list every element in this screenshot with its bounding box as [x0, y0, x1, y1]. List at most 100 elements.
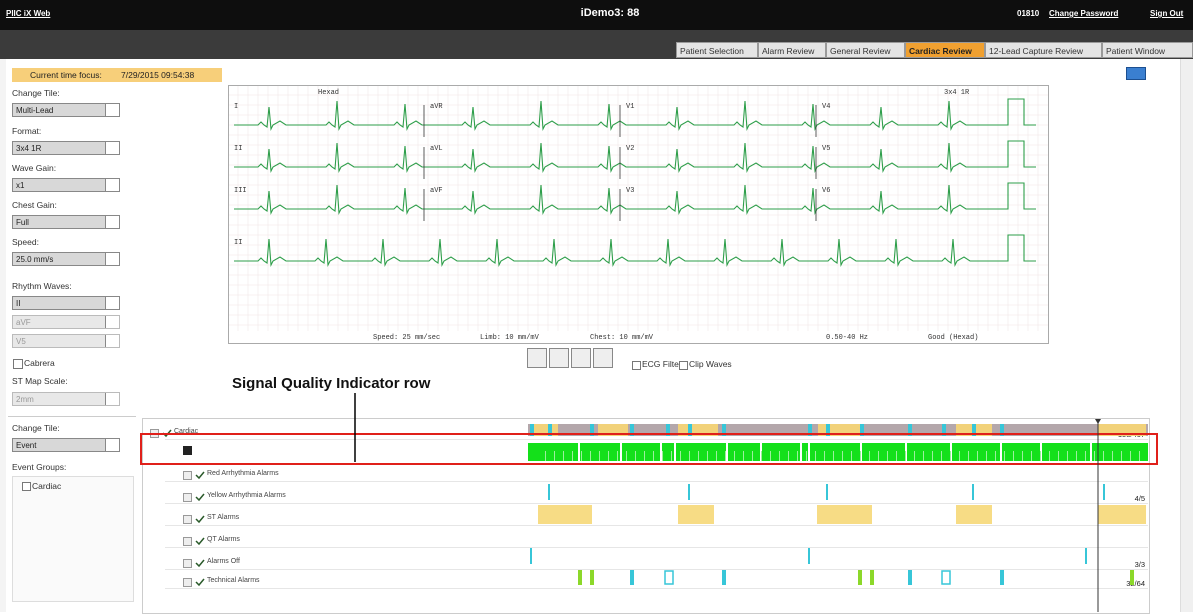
- lead-label: V1: [626, 103, 634, 111]
- expand-button[interactable]: [183, 559, 192, 568]
- time-focus-bar: [12, 68, 222, 82]
- lead-label: aVR: [430, 103, 443, 111]
- row-line: [165, 569, 1148, 570]
- lead-label: II: [234, 145, 242, 153]
- view-button[interactable]: [1126, 67, 1146, 80]
- ecg-footer: Speed: 25 mm/sec: [373, 334, 440, 342]
- rhythm-label: Rhythm Waves:: [12, 281, 72, 291]
- left-border: [0, 59, 6, 612]
- row-line: [165, 503, 1148, 504]
- control-label: Format:: [12, 126, 42, 136]
- cabrera-label: Cabrera: [24, 358, 55, 368]
- user-id: 01810: [1017, 9, 1040, 18]
- lead-label: aVL: [430, 145, 443, 153]
- lead-label: I: [234, 103, 238, 111]
- control-label: Chest Gain:: [12, 200, 57, 210]
- row-line: [165, 525, 1148, 526]
- row-name: ST Alarms: [207, 514, 240, 521]
- row-count: 3/3: [1134, 560, 1145, 569]
- playback-option: Clip Waves: [689, 359, 732, 369]
- checkbox[interactable]: [632, 361, 641, 370]
- lead-label: V4: [822, 103, 830, 111]
- ecg-footer: Good (Hexad): [928, 334, 978, 342]
- ecg-footer: 0.50-40 Hz: [826, 334, 868, 342]
- control-label: Speed:: [12, 237, 39, 247]
- ecg-trace: [234, 140, 1036, 174]
- dropdown[interactable]: V5: [12, 334, 120, 348]
- expand-button[interactable]: [183, 471, 192, 480]
- expand-button[interactable]: [183, 537, 192, 546]
- row-name: QT Alarms: [207, 536, 240, 543]
- ecg-format: 3x4 1R: [944, 89, 970, 97]
- row-name: Yellow Arrhythmia Alarms: [207, 492, 286, 499]
- dropdown[interactable]: aVF: [12, 315, 120, 329]
- expand-button[interactable]: [183, 515, 192, 524]
- lead-label: V3: [626, 187, 634, 195]
- row-line: [165, 547, 1148, 548]
- st-scale-label: ST Map Scale:: [12, 376, 68, 386]
- row-name: Red Arrhythmia Alarms: [207, 470, 279, 477]
- groups-box: [12, 476, 134, 602]
- dropdown[interactable]: Full: [12, 215, 120, 229]
- tile-label: Change Tile:: [12, 423, 60, 433]
- ecg-trace: [234, 98, 1036, 132]
- time-focus-label: Current time focus:: [30, 70, 102, 80]
- ecg-panel: Hexad 3x4 1R I aVR V1 V4 II aVL V2 V5 III aVF V3 V6 II…: [228, 85, 1049, 344]
- scrollbar[interactable]: [1180, 59, 1193, 612]
- annotation: Signal Quality Indicator row: [232, 375, 431, 392]
- dropdown[interactable]: 3x4 1R: [12, 141, 120, 155]
- dropdown[interactable]: Multi-Lead: [12, 103, 120, 117]
- expand-button[interactable]: [183, 578, 192, 587]
- ecg-frame: [228, 85, 1049, 344]
- control-label: Change Tile:: [12, 88, 60, 98]
- checkbox[interactable]: [22, 482, 31, 491]
- control-label: Wave Gain:: [12, 163, 57, 173]
- tab[interactable]: Patient Window: [1102, 42, 1193, 58]
- row-line: [165, 439, 1148, 440]
- fast-forward-button[interactable]: [593, 348, 613, 368]
- row-count: 10/10: [1126, 516, 1145, 525]
- step-forward-button[interactable]: [571, 348, 591, 368]
- checkbox[interactable]: [679, 361, 688, 370]
- dropdown[interactable]: x1: [12, 178, 120, 192]
- dropdown[interactable]: 2mm: [12, 392, 120, 406]
- row-count: 158/467: [1117, 430, 1145, 439]
- row-name: Technical Alarms: [207, 577, 260, 584]
- events-panel: [142, 418, 1150, 614]
- dropdown[interactable]: Event: [12, 438, 120, 452]
- app-link[interactable]: PIIC iX Web: [6, 9, 51, 18]
- ecg-footer: Chest: 10 mm/mV: [590, 334, 654, 342]
- tab[interactable]: Patient Selection: [676, 42, 758, 58]
- ecg-footer: Limb: 10 mm/mV: [480, 334, 540, 342]
- row-count: 32/64: [1126, 579, 1145, 588]
- lead-label: III: [234, 187, 247, 195]
- dropdown[interactable]: 25.0 mm/s: [12, 252, 120, 266]
- ecg-source: Hexad: [318, 89, 339, 97]
- change-password[interactable]: Change Password: [1049, 9, 1119, 18]
- checkbox[interactable]: [13, 359, 23, 369]
- row-line: [165, 481, 1148, 482]
- lead-label: II: [234, 239, 242, 247]
- sign-out[interactable]: Sign Out: [1150, 9, 1184, 18]
- rewind-button[interactable]: [527, 348, 547, 368]
- expand-button[interactable]: [183, 493, 192, 502]
- dropdown[interactable]: II: [12, 296, 120, 310]
- tab[interactable]: Alarm Review: [758, 42, 826, 58]
- row-line: [165, 588, 1148, 589]
- playback-option: ECG Filter: [642, 359, 682, 369]
- top-bar: [0, 0, 1193, 30]
- lead-label: V5: [822, 145, 830, 153]
- tab[interactable]: Cardiac Review: [905, 42, 985, 58]
- groups-label: Event Groups:: [12, 462, 67, 472]
- tab[interactable]: 12-Lead Capture Review: [985, 42, 1102, 58]
- tab[interactable]: General Review: [826, 42, 905, 58]
- expand-button[interactable]: [150, 429, 159, 438]
- ecg-trace: [234, 182, 1036, 216]
- row-name: Cardiac: [174, 428, 199, 435]
- time-focus-value: 7/29/2015 09:54:38: [121, 70, 195, 80]
- step-back-button[interactable]: [549, 348, 569, 368]
- group-item: Cardiac: [32, 481, 62, 491]
- lead-label: V6: [822, 187, 830, 195]
